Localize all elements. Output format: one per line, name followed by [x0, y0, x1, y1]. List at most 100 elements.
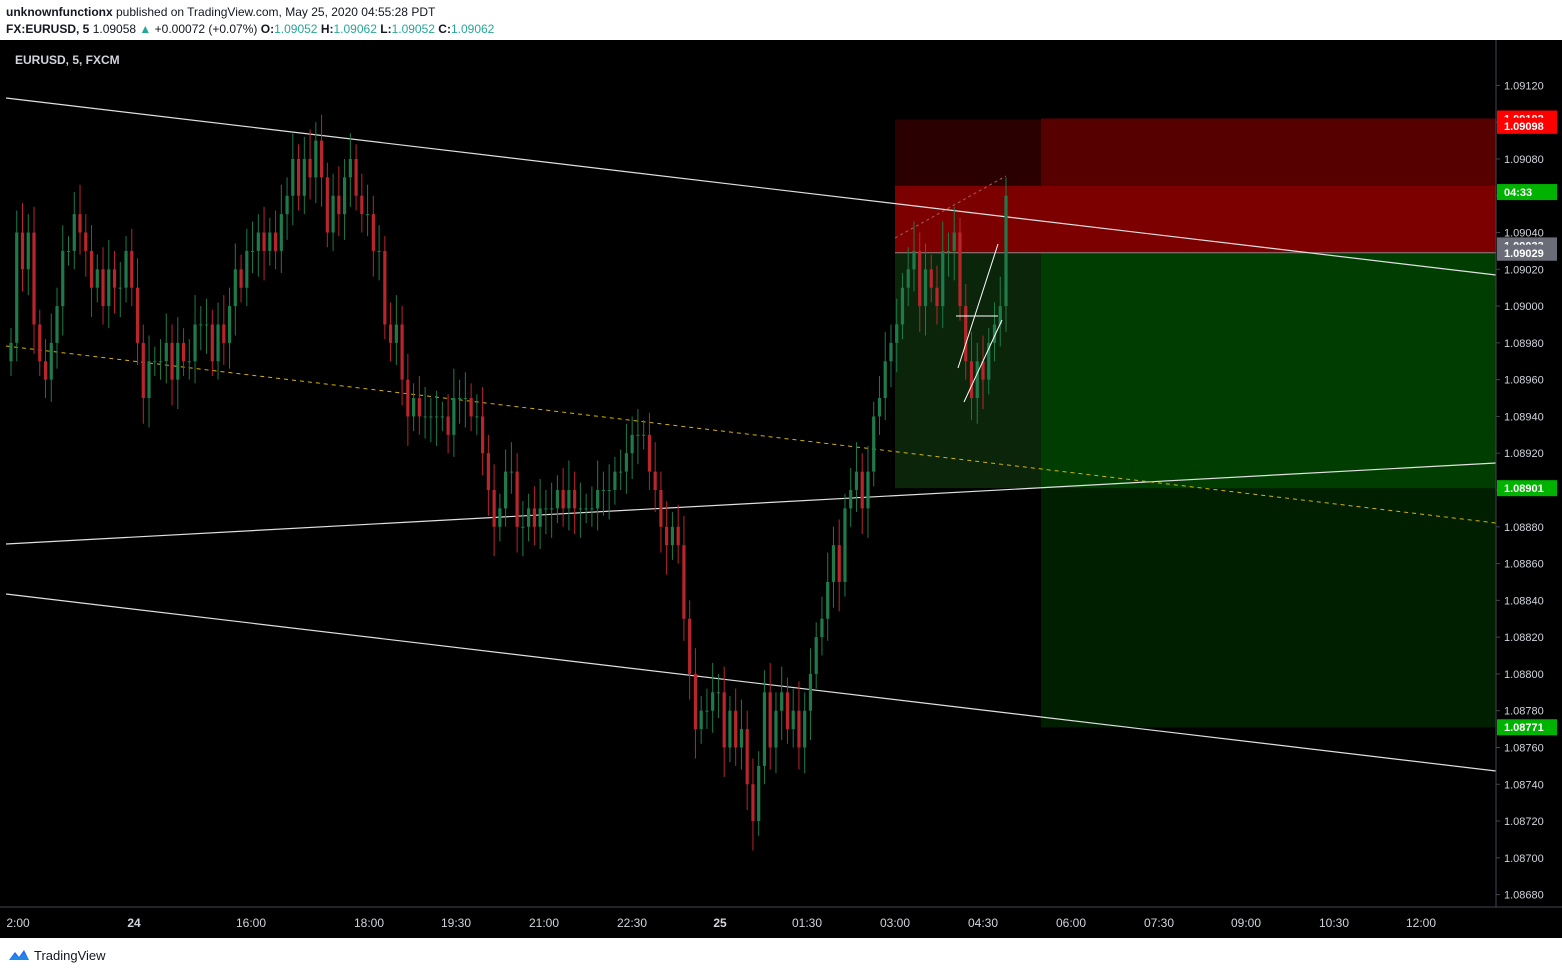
candle-body — [969, 361, 974, 399]
chart-area[interactable]: 1.091201.091001.090801.090601.090401.090… — [0, 40, 1562, 938]
candle-body — [147, 361, 151, 399]
candle-body — [78, 214, 82, 233]
candle-body — [584, 508, 588, 510]
candle-body — [929, 269, 933, 288]
candle-body — [923, 269, 928, 307]
candle-body — [423, 416, 427, 418]
candle-body — [354, 158, 358, 196]
candle-body — [578, 508, 582, 510]
middle-trendline — [5, 462, 1497, 545]
candle-body — [659, 490, 663, 527]
price-label-text: 1.08901 — [1504, 483, 1544, 495]
flag-line-lower — [963, 319, 1003, 403]
candle-body — [751, 784, 755, 822]
candle-body — [699, 710, 703, 730]
candle-body — [734, 710, 738, 748]
candle-body — [739, 729, 744, 748]
candle-body — [279, 214, 283, 251]
candle-body — [61, 250, 65, 307]
target-zone-active — [1041, 252, 1496, 489]
candle-body — [400, 324, 404, 380]
tradingview-logo-icon[interactable] — [8, 948, 30, 962]
candle-body — [43, 361, 48, 380]
candle-body — [250, 250, 255, 252]
dashed-midline — [5, 345, 1497, 524]
candle-body — [946, 250, 951, 252]
candle-body — [975, 361, 979, 399]
candle-body — [705, 710, 709, 712]
price-tick-label: 1.08980 — [1504, 338, 1544, 350]
candle-body — [193, 324, 197, 362]
price-tick-label: 1.08740 — [1504, 779, 1544, 791]
candle-body — [440, 416, 444, 418]
candle-body — [337, 195, 341, 215]
time-tick-label: 10:30 — [1319, 916, 1349, 930]
candle-body — [918, 250, 922, 307]
price-tick-label: 1.08860 — [1504, 559, 1544, 571]
candle-body — [452, 398, 456, 435]
candle-body — [463, 398, 467, 400]
last-price: 1.09058 — [92, 22, 137, 36]
candle-body — [981, 361, 985, 380]
candle-body — [101, 269, 105, 307]
publish-header: unknownfunctionx published on TradingVie… — [0, 0, 1562, 40]
candle-body — [998, 306, 1002, 325]
candle-body — [417, 398, 421, 417]
price-tick-label: 1.08820 — [1504, 632, 1544, 644]
candle-body — [538, 508, 542, 527]
candle-body — [555, 490, 559, 509]
time-tick-label: 16:00 — [236, 916, 266, 930]
candle-body — [900, 287, 905, 325]
candle-body — [785, 692, 790, 730]
close-label: C: — [438, 22, 451, 36]
price-tick-label: 1.09080 — [1504, 154, 1544, 166]
published-text: published on TradingView.com, May 25, 20… — [116, 5, 436, 19]
price-label-text: 04:33 — [1504, 187, 1532, 199]
candle-body — [665, 526, 669, 546]
candle-body — [607, 490, 611, 491]
candle-body — [475, 416, 479, 418]
candle-body — [670, 526, 675, 546]
high-value: 1.09062 — [333, 22, 377, 36]
publish-info: unknownfunctionx published on TradingVie… — [6, 5, 435, 19]
candle-body — [682, 545, 686, 619]
target-zone-history — [895, 252, 1041, 489]
candle-body — [613, 471, 617, 490]
low-value: 1.09052 — [391, 22, 435, 36]
candle-body — [515, 471, 519, 527]
candle-body — [227, 306, 232, 343]
publisher-name[interactable]: unknownfunctionx — [6, 5, 113, 19]
candle-body — [204, 324, 209, 326]
price-tick-label: 1.09020 — [1504, 264, 1544, 276]
price-tick-label: 1.08680 — [1504, 890, 1544, 902]
candle-body — [176, 342, 180, 380]
candle-body — [377, 250, 381, 252]
candle-body — [636, 434, 640, 436]
candle-body — [722, 692, 726, 748]
candle-body — [647, 434, 652, 472]
price-tick-label: 1.08700 — [1504, 853, 1544, 865]
candle-body — [693, 673, 698, 730]
candle-body — [135, 287, 140, 343]
candle-body — [118, 287, 122, 289]
time-tick-label: 03:00 — [880, 916, 910, 930]
candle-body — [469, 398, 473, 417]
candle-body — [20, 232, 25, 270]
price-label-text: 1.09029 — [1504, 248, 1544, 260]
candle-body — [745, 729, 749, 785]
low-label: L: — [380, 22, 392, 36]
price-tick-label: 1.08840 — [1504, 595, 1544, 607]
price-chart[interactable]: 1.091201.091001.090801.090601.090401.090… — [0, 40, 1562, 938]
candle-body — [596, 490, 600, 509]
chart-symbol-title: EURUSD, 5, FXCM — [15, 53, 120, 67]
candle-body — [653, 471, 657, 490]
tradingview-brand[interactable]: TradingView — [34, 948, 106, 963]
candle-body — [245, 250, 249, 288]
candle-body — [302, 158, 306, 196]
candle-body — [199, 324, 203, 326]
candle-body — [952, 232, 956, 251]
lower-trendline — [5, 593, 1497, 772]
price-tick-label: 1.08940 — [1504, 411, 1544, 423]
candle-body — [285, 195, 289, 215]
candle-body — [365, 214, 370, 216]
